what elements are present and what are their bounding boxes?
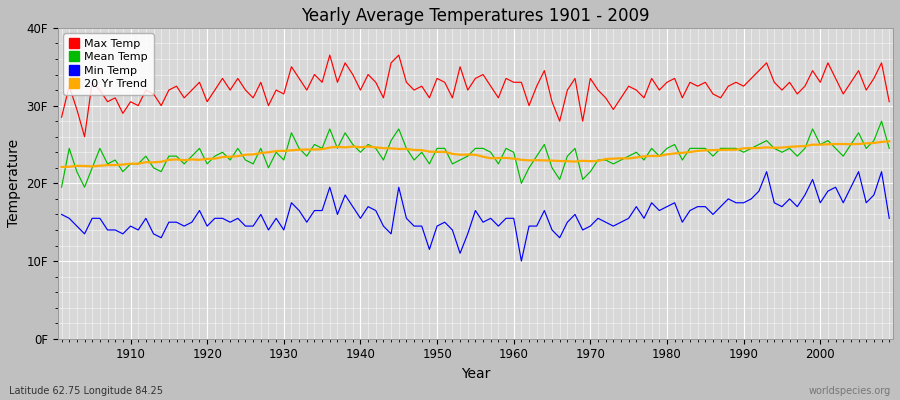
Y-axis label: Temperature: Temperature (7, 139, 21, 227)
Text: worldspecies.org: worldspecies.org (809, 386, 891, 396)
Title: Yearly Average Temperatures 1901 - 2009: Yearly Average Temperatures 1901 - 2009 (302, 7, 650, 25)
X-axis label: Year: Year (461, 367, 491, 381)
Text: Latitude 62.75 Longitude 84.25: Latitude 62.75 Longitude 84.25 (9, 386, 163, 396)
Legend: Max Temp, Mean Temp, Min Temp, 20 Yr Trend: Max Temp, Mean Temp, Min Temp, 20 Yr Tre… (63, 34, 154, 94)
